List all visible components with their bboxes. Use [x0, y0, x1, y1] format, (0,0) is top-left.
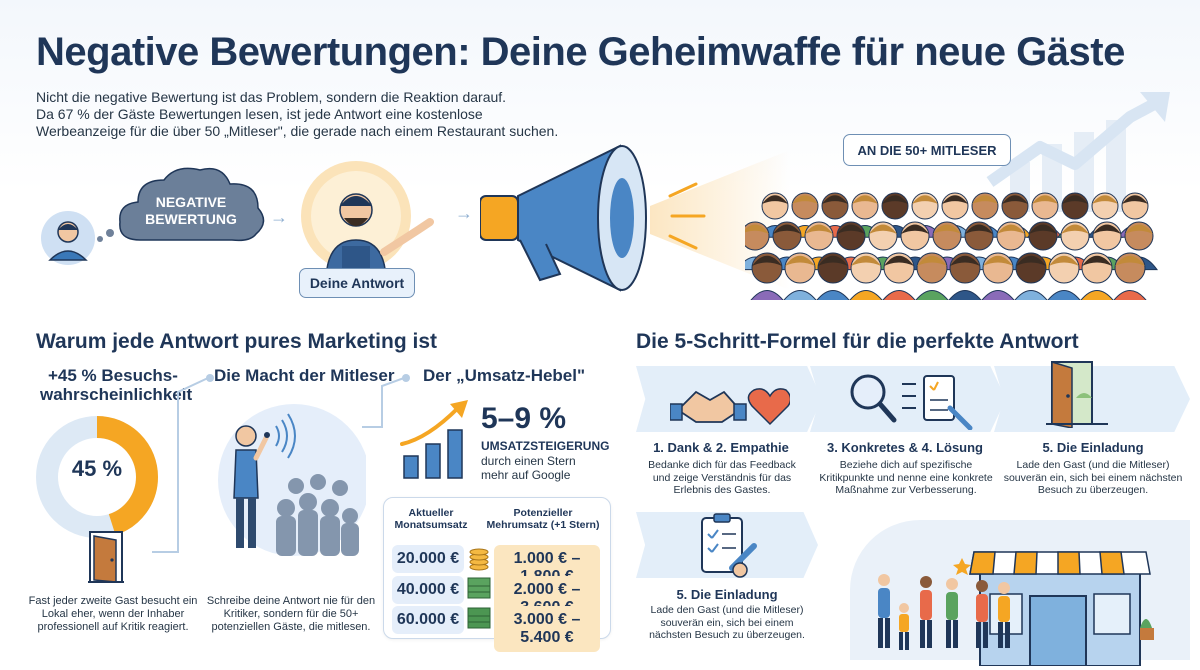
crowd-person [849, 252, 883, 300]
stat-description: Fast jeder zweite Gast besucht ein Lokal… [28, 595, 198, 633]
table-header-line: Mehrumsatz (+1 Stern) [486, 519, 600, 531]
step-title: 5. Die Einladung [676, 587, 778, 602]
crowd-person [1113, 252, 1147, 300]
row-current: 20.000 € [392, 545, 464, 573]
intro-text: Nicht die negative Bewertung ist das Pro… [36, 89, 596, 140]
walking-people [878, 574, 1010, 650]
sound-rays [668, 182, 706, 250]
crowd-person [750, 252, 784, 300]
step-text: Lade den Gast (und die Mitleser) souverä… [649, 604, 805, 641]
intro-line: Werbeanzeige für die über 50 „Mitleser",… [36, 123, 559, 139]
crowd-person [882, 252, 916, 300]
page-title: Negative Bewertungen: Deine Geheimwaffe … [36, 30, 1125, 74]
table-row: 60.000 € 3.000 € – 5.400 € [392, 606, 604, 652]
col2-title: Die Macht der Mitleser [214, 366, 395, 385]
lever-title: UMSATZSTEIGERUNG [481, 439, 610, 453]
crowd-person [1080, 252, 1114, 300]
open-door-icon [1046, 360, 1108, 428]
row-current: 40.000 € [392, 576, 464, 604]
step-text: Bedanke dich für das Feedback und zeige … [648, 459, 796, 496]
donut-progress [36, 416, 158, 538]
step-band [810, 366, 1006, 432]
donut-label: 45 % [71, 456, 123, 481]
table-header-left: Aktueller Monatsumsatz [390, 507, 472, 531]
section-heading-formula: Die 5-Schritt-Formel für die perfekte An… [636, 330, 1079, 353]
handshake-heart-icon [670, 388, 790, 426]
cash-stack-icon [467, 607, 491, 629]
intro-line: Da 67 % der Gäste Bewertungen lesen, ist… [36, 106, 483, 122]
audience-label: AN DIE 50+ MITLESER [843, 134, 1011, 166]
step-title: 3. Konkretes & 4. Lösung [826, 440, 984, 455]
negative-review-cloud [119, 167, 265, 242]
flow-arrow: → [455, 203, 473, 223]
megaphone-icon [480, 144, 647, 292]
lever-sub: mehr auf Google [481, 468, 571, 482]
flow-arrow: → [270, 207, 288, 227]
stat-title-line: wahrscheinlichkeit [40, 385, 193, 404]
crowd-person [1014, 252, 1048, 300]
col2-description: Schreibe deine Antwort nie für den Kriti… [206, 595, 376, 633]
clipboard-pen-icon [701, 513, 757, 578]
big-percentage: 5–9 % [481, 402, 567, 435]
speaker-audience-illustration [218, 404, 366, 556]
table-row: 20.000 € 1.000 € – 1.800 € [392, 545, 604, 591]
crowd-person [816, 252, 850, 300]
door-icon [88, 531, 124, 583]
crowd-person [783, 252, 817, 300]
coins-icon [469, 548, 489, 571]
cloud-label: NEGATIVE BEWERTUNG [128, 194, 254, 228]
restaurant-storefront-illustration [878, 551, 1154, 666]
user-avatar-icon [41, 211, 95, 265]
answer-label: Deine Antwort [299, 268, 415, 298]
table-row: 40.000 € 2.000 € – 3.600 € [392, 576, 604, 622]
cash-icon [467, 577, 491, 599]
lever-sub: durch einen Stern [481, 454, 576, 468]
magnifier-checklist-icon [850, 374, 973, 430]
section-heading-marketing: Warum jede Antwort pures Marketing ist [36, 330, 437, 353]
intro-line: Nicht die negative Bewertung ist das Pro… [36, 89, 507, 105]
step-title: 5. Die Einladung [1042, 440, 1144, 455]
step-title: 1. Dank & 2. Empathie [653, 440, 789, 455]
stat-title-line: +45 % Besuchs- [48, 366, 178, 385]
cloud-line: NEGATIVE [155, 194, 227, 210]
step-text: Beziehe dich auf spezifische Kritikpunkt… [819, 459, 993, 496]
crowd-illustration [745, 192, 1158, 300]
crowd-person [1047, 252, 1081, 300]
step-text: Lade den Gast (und die Mitleser) souverä… [1003, 459, 1183, 496]
restaurant-owner-illustration [301, 161, 434, 279]
crowd-person [981, 252, 1015, 300]
crowd-person [915, 252, 949, 300]
thought-bubble-dots [97, 229, 114, 242]
connector-line [152, 374, 214, 553]
revenue-growth-icon [400, 400, 468, 479]
donut-chart [36, 416, 158, 538]
connector-line [362, 374, 410, 428]
row-extra: 3.000 € – 5.400 € [494, 606, 600, 652]
col3-title: Der „Umsatz-Hebel" [423, 366, 586, 385]
table-header-line: Potenzieller [513, 507, 573, 519]
table-header-right: Potenzieller Mehrumsatz (+1 Stern) [484, 507, 602, 531]
row-current: 60.000 € [392, 606, 464, 634]
table-header-line: Aktueller [408, 507, 454, 519]
table-header-line: Monatsumsatz [394, 519, 468, 531]
crowd-person [948, 252, 982, 300]
cloud-line: BEWERTUNG [145, 211, 237, 227]
